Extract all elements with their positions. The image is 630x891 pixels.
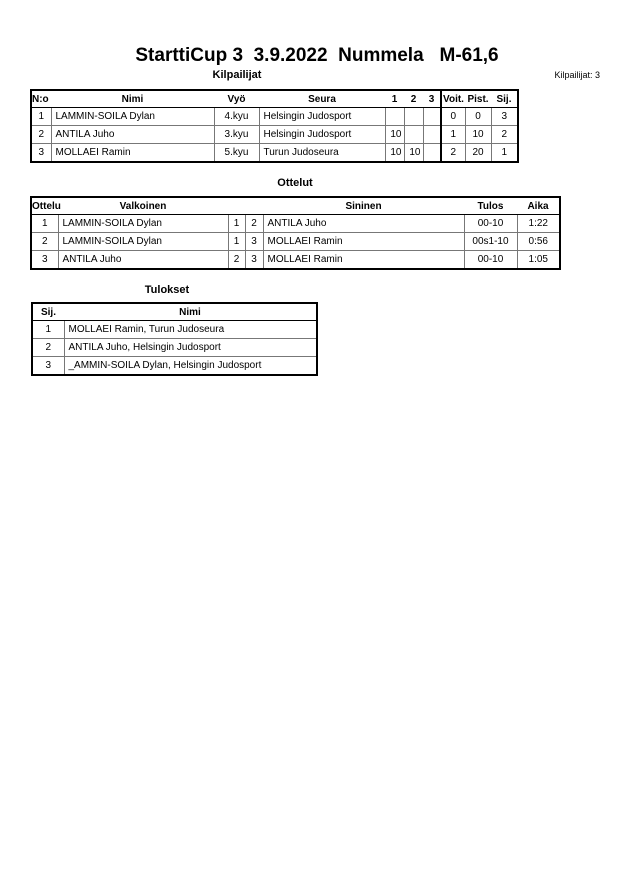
table-row: 2 ANTILA Juho 3.kyu Helsingin Judosport 10 1 1…	[30, 125, 519, 144]
cell: 1	[31, 320, 65, 339]
competitors-table: N:o Nimi Vyö Seura 1 2 3 Voit. Pist. Sij…	[30, 89, 519, 163]
table-row: 3 ANTILA Juho 2 3 MOLLAEI Ramin 00-10 1:05	[30, 250, 561, 270]
cell: 2	[30, 232, 59, 251]
col-header: Pist.	[465, 90, 491, 108]
cell: 00-10	[463, 214, 518, 233]
table-row: 1 MOLLAEI Ramin, Turun Judoseura	[31, 320, 318, 339]
cell: ANTILA Juho, Helsingin Judosport	[63, 338, 318, 357]
cell: ANTILA Juho	[57, 250, 229, 270]
cell: 2	[30, 125, 52, 144]
cell: ANTILA Juho	[262, 214, 465, 233]
cell	[422, 125, 442, 144]
col-header: Voit.	[440, 90, 465, 108]
cell: 3.kyu	[213, 125, 260, 144]
col-header: Sininen	[263, 197, 464, 215]
cell: 1	[30, 107, 52, 126]
table-row: 1 LAMMIN-SOILA Dylan 1 2 ANTILA Juho 00-10 1:2…	[30, 214, 561, 233]
table-row: 2 ANTILA Juho, Helsingin Judosport	[31, 338, 318, 357]
matches-heading: Ottelut	[277, 177, 313, 189]
cell: 0	[440, 107, 466, 126]
cell: 2	[490, 125, 519, 144]
cell	[403, 125, 424, 144]
cell: 5.kyu	[213, 143, 260, 163]
cell: 0	[464, 107, 492, 126]
cell: 1	[30, 214, 59, 233]
col-header: Tulos	[464, 197, 517, 215]
cell: 3	[30, 250, 59, 270]
cell: 10	[384, 125, 405, 144]
table-header: Ottelu Valkoinen Sininen Tulos Aika	[31, 197, 560, 215]
table-row: 2 LAMMIN-SOILA Dylan 1 3 MOLLAEI Ramin 00s1-1…	[30, 232, 561, 251]
cell: LAMMIN-SOILA Dylan	[50, 107, 215, 126]
cell: 1:22	[516, 214, 561, 233]
cell: 3	[244, 250, 264, 270]
cell: Helsingin Judosport	[258, 107, 386, 126]
cell: 10	[403, 143, 424, 163]
cell: 2	[31, 338, 65, 357]
col-header: 1	[385, 90, 404, 108]
col-header: 3	[423, 90, 441, 108]
cell: MOLLAEI Ramin	[50, 143, 215, 163]
cell: 00s1-10	[463, 232, 518, 251]
cell: 1	[440, 125, 466, 144]
cell: 3	[490, 107, 519, 126]
cell	[422, 143, 442, 163]
cell	[384, 107, 405, 126]
competitor-count: Kilpailijat: 3	[554, 70, 600, 80]
cell: 4.kyu	[213, 107, 260, 126]
cell: 1	[490, 143, 519, 163]
cell: 00-10	[463, 250, 518, 270]
competitors-heading: Kilpailijat	[212, 69, 262, 81]
cell: 1	[227, 232, 246, 251]
cell: Turun Judoseura	[258, 143, 386, 163]
cell: 20	[464, 143, 492, 163]
matches-table: Ottelu Valkoinen Sininen Tulos Aika 1 LAM…	[30, 196, 561, 270]
cell: MOLLAEI Ramin	[262, 232, 465, 251]
cell: 2	[227, 250, 246, 270]
col-header: Nimi	[51, 90, 214, 108]
table-header: N:o Nimi Vyö Seura 1 2 3 Voit. Pist. Sij…	[31, 90, 518, 108]
col-header: Sij.	[32, 303, 64, 321]
cell: 2	[244, 214, 264, 233]
cell: 1:05	[516, 250, 561, 270]
table-row: 3 MOLLAEI Ramin 5.kyu Turun Judoseura 10 10 2 2…	[30, 143, 519, 163]
cell	[422, 107, 442, 126]
results-heading: Tulokset	[144, 284, 190, 296]
col-header: Nimi	[64, 303, 317, 321]
table-row: 3 _AMMIN-SOILA Dylan, Helsingin Judosport	[31, 356, 318, 376]
col-header: N:o	[31, 90, 51, 108]
col-header: Sij.	[491, 90, 518, 108]
cell: 1	[227, 214, 246, 233]
cell: 0:56	[516, 232, 561, 251]
col-header: Ottelu	[31, 197, 61, 215]
cell: MOLLAEI Ramin	[262, 250, 465, 270]
col-header: Aika	[517, 197, 560, 215]
cell: 2	[440, 143, 466, 163]
col-header: 2	[404, 90, 423, 108]
table-header: Sij. Nimi	[32, 303, 317, 321]
cell: 3	[30, 143, 52, 163]
cell: MOLLAEI Ramin, Turun Judoseura	[63, 320, 318, 339]
cell: _AMMIN-SOILA Dylan, Helsingin Judosport	[63, 356, 318, 376]
cell: LAMMIN-SOILA Dylan	[57, 232, 229, 251]
col-header: Vyö	[214, 90, 259, 108]
cell: LAMMIN-SOILA Dylan	[57, 214, 229, 233]
cell: Helsingin Judosport	[258, 125, 386, 144]
cell: 3	[244, 232, 264, 251]
cell: 10	[384, 143, 405, 163]
table-row: 1 LAMMIN-SOILA Dylan 4.kyu Helsingin Judosp…	[30, 107, 519, 126]
page-title: StarttiCup 3 3.9.2022 Nummela M-61,6	[135, 45, 499, 66]
cell: ANTILA Juho	[50, 125, 215, 144]
results-table: Sij. Nimi 1 MOLLAEI Ramin, Turun Judoseur…	[31, 302, 318, 376]
cell	[403, 107, 424, 126]
cell: 3	[31, 356, 65, 376]
col-header: Seura	[259, 90, 385, 108]
cell: 10	[464, 125, 492, 144]
col-header: Valkoinen	[58, 197, 228, 215]
